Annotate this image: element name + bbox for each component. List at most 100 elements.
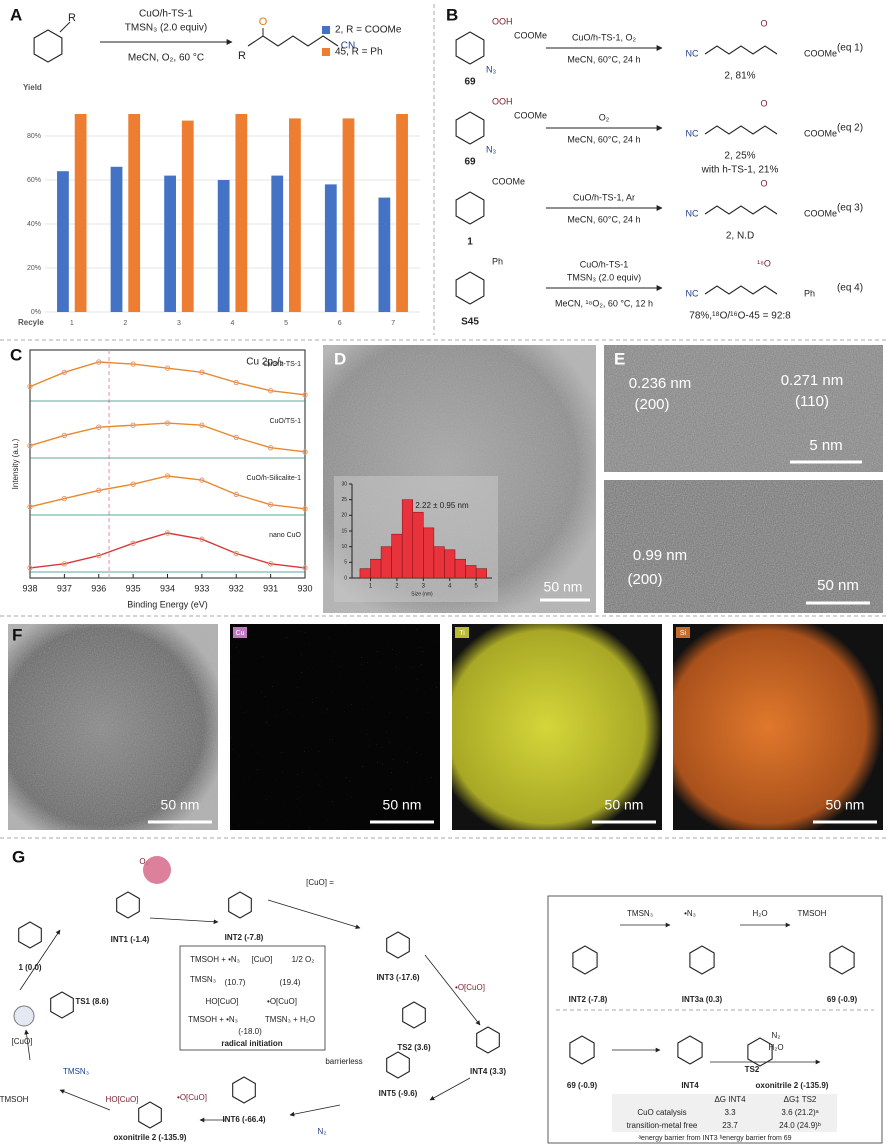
data-point [96,424,102,430]
bar [57,171,69,312]
panel-label: G [12,847,25,866]
label: O [760,98,767,108]
arrow [149,917,219,925]
label: CN [341,41,355,52]
data-point [164,473,171,479]
y-tick-label: 40% [27,221,41,228]
label: 78%,¹⁸O/¹⁶O-45 = 92:8 [689,311,791,322]
x-tick-label: 935 [126,583,141,593]
ring [455,31,485,65]
label: H₂O [768,1043,783,1052]
ring [689,945,715,975]
label: •O[CuO] [455,983,485,992]
label: Ph [492,256,503,266]
chain [704,125,778,135]
x-tick-label: 3 [422,584,426,590]
label: R [68,12,76,24]
x-tick-label: 930 [297,583,312,593]
label: TMSN₃ [627,909,653,918]
label: oxonitrile 2 (-135.9) [114,1133,187,1142]
hist-bar [475,568,487,579]
label: COOMe [804,208,837,218]
eds-map [452,624,662,830]
spectrum-line [29,475,306,510]
label: COOMe [514,110,547,120]
nanoparticle [143,856,171,884]
label: 0.99 nm [633,547,687,564]
spectrum-line [29,422,306,453]
label: O [760,18,767,28]
label: O [259,16,268,28]
data-point [27,504,33,510]
data-point [267,502,274,508]
chain [704,285,778,295]
ring [455,191,485,225]
label: COOMe [492,176,525,186]
table-cell: transition-metal free [627,1121,698,1130]
data-point [199,536,205,542]
label: (200) [634,396,669,413]
label: MeCN, 60°C, 24 h [567,214,640,224]
label: N₃ [486,64,496,74]
label: TMSOH [0,1095,29,1104]
ring [747,1037,773,1067]
label: ¹⁸O [757,258,771,268]
cycle-label: HO[CuO] [206,997,239,1006]
bar [217,180,230,312]
cycle-label: radical initiation [221,1039,282,1048]
x-tick-label: 2 [123,320,127,327]
hist-bar [465,565,477,579]
ring [232,1076,256,1104]
label: INT5 (-9.6) [379,1089,418,1098]
label: N₂ [772,1031,781,1040]
bar [342,118,355,313]
cycle-label: •O[CuO] [267,997,297,1006]
label: 69 [464,77,476,88]
data-point [130,422,136,428]
footnote: ᵃenergy barrier from INT3 ᵇenergy barrie… [638,1135,791,1142]
label: INT3a (0.3) [682,995,723,1004]
arrow [267,899,361,930]
label: 50 nm [383,797,422,813]
legend-label: 45, R = Ph [335,47,383,58]
label: N₂ [318,1127,327,1136]
label: (110) [795,393,829,410]
ring [386,931,410,959]
label: (eq 4) [837,283,863,294]
y-tick-label: 5 [344,560,347,566]
hist-bar [454,558,466,579]
panel-label: E [614,349,625,368]
label: OOH [492,16,513,26]
bar [128,114,141,312]
bar [324,184,337,312]
line [59,21,71,33]
arrow [59,1089,111,1111]
label: CuO/h-TS-1 [139,9,193,20]
label: OOH [492,96,513,106]
hrtem-texture [604,345,883,472]
tem-texture [8,624,218,830]
hist-bar [401,499,414,579]
data-point [130,540,136,546]
bar [271,175,284,312]
label: INT4 [681,1081,699,1090]
data-point [267,388,274,394]
x-tick-label: 3 [177,320,181,327]
bar [164,175,176,312]
hist-bar [423,527,435,579]
axis-label: Intensity (a.u.) [11,438,20,489]
y-tick-label: 80% [27,133,41,140]
label: 5 nm [809,437,842,454]
ring [677,1035,703,1065]
data-point [164,365,171,371]
y-tick-label: 15 [341,528,347,534]
table-cell: 23.7 [722,1121,738,1130]
data-point [267,561,274,567]
element-tag [233,627,247,638]
data-point [61,369,68,375]
hist-bar [391,533,403,579]
label: oxonitrile 2 (-135.9) [756,1081,829,1090]
label: 1 (0.0) [18,963,41,972]
ring [33,29,63,63]
label: 2, 25% [724,151,755,162]
